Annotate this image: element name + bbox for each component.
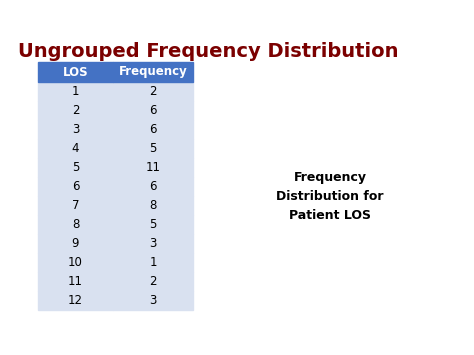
- Text: 6: 6: [149, 180, 157, 193]
- Text: 6: 6: [149, 123, 157, 136]
- Text: 6: 6: [72, 180, 79, 193]
- Text: 12: 12: [68, 294, 83, 307]
- Text: 2: 2: [149, 275, 157, 288]
- Text: 5: 5: [149, 142, 157, 155]
- Text: 10: 10: [68, 256, 83, 269]
- Text: 2: 2: [149, 85, 157, 98]
- Text: Frequency: Frequency: [118, 66, 187, 78]
- Text: 8: 8: [72, 218, 79, 231]
- Text: 1: 1: [72, 85, 79, 98]
- Text: 5: 5: [149, 218, 157, 231]
- Text: 11: 11: [68, 275, 83, 288]
- Text: 1: 1: [149, 256, 157, 269]
- Text: 5: 5: [72, 161, 79, 174]
- Text: 2: 2: [72, 104, 79, 117]
- Text: 9: 9: [72, 237, 79, 250]
- Text: 8: 8: [149, 199, 157, 212]
- Text: LOS: LOS: [63, 66, 88, 78]
- Text: 4: 4: [72, 142, 79, 155]
- Text: Frequency
Distribution for
Patient LOS: Frequency Distribution for Patient LOS: [276, 170, 384, 222]
- Text: 11: 11: [146, 161, 161, 174]
- Text: 7: 7: [72, 199, 79, 212]
- Text: 6: 6: [149, 104, 157, 117]
- Text: Ungrouped Frequency Distribution: Ungrouped Frequency Distribution: [18, 42, 399, 61]
- Text: 3: 3: [149, 237, 157, 250]
- Text: 3: 3: [149, 294, 157, 307]
- Text: 3: 3: [72, 123, 79, 136]
